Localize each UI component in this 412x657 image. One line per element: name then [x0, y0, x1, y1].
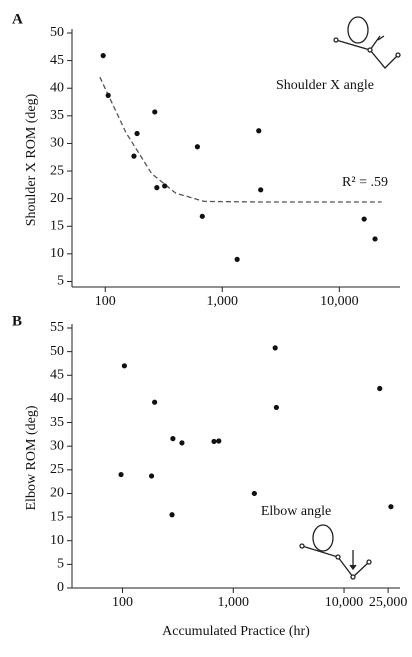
- point: [118, 471, 124, 478]
- y-tick-label: 30: [50, 438, 64, 453]
- point: [273, 404, 279, 411]
- y-tick-label: 40: [50, 391, 64, 406]
- point: [388, 504, 394, 510]
- y-tick-label: 30: [50, 136, 64, 151]
- y-tick-label: 45: [50, 367, 64, 382]
- point: [170, 436, 176, 442]
- fit-label: R² = .59: [342, 175, 388, 190]
- point: [179, 440, 185, 446]
- point: [134, 130, 140, 137]
- point: [131, 153, 137, 159]
- y-tick-label: 35: [50, 108, 64, 123]
- point: [154, 185, 160, 191]
- panel-label: B: [12, 313, 22, 329]
- point: [377, 385, 383, 392]
- elbow-icon: [299, 524, 372, 580]
- shoulder-icon: [333, 16, 401, 69]
- y-tick-label: 25: [50, 163, 64, 178]
- y-tick-label: 10: [50, 533, 64, 548]
- y-tick-label: 45: [50, 53, 64, 68]
- y-tick-label: 10: [50, 246, 64, 261]
- point: [105, 92, 111, 98]
- point: [162, 183, 168, 189]
- y-tick-label: 15: [50, 218, 64, 233]
- point: [272, 345, 278, 351]
- annotation: Elbow angle: [261, 504, 331, 519]
- y-axis-label: Elbow ROM (deg): [24, 405, 39, 510]
- point: [121, 363, 127, 369]
- point: [152, 399, 158, 405]
- fit-line: [99, 76, 382, 203]
- annotation: Shoulder X angle: [276, 78, 374, 93]
- point: [148, 473, 155, 479]
- y-tick-label: 5: [57, 557, 64, 572]
- y-tick-label: 5: [57, 274, 64, 289]
- y-tick-label: 55: [50, 320, 64, 335]
- point: [152, 109, 158, 115]
- y-tick-label: 0: [57, 580, 64, 595]
- x-tick-label: 100: [112, 595, 133, 610]
- x-tick-label: 10,000: [325, 595, 364, 610]
- panel-label: A: [12, 11, 23, 27]
- point: [361, 216, 367, 222]
- point: [258, 187, 264, 193]
- point: [251, 490, 257, 497]
- y-tick-label: 50: [50, 25, 64, 40]
- y-tick-label: 20: [50, 486, 64, 501]
- point: [234, 256, 240, 262]
- x-tick-label: 10,000: [320, 294, 359, 309]
- y-tick-label: 25: [50, 462, 64, 477]
- point: [211, 438, 217, 445]
- point: [199, 213, 205, 219]
- y-tick-label: 15: [50, 509, 64, 524]
- y-axis-label: Shoulder X ROM (deg): [24, 93, 39, 226]
- x-tick-label: 100: [95, 294, 116, 309]
- point: [194, 144, 201, 150]
- point: [169, 512, 175, 518]
- x-tick-label: 25,000: [369, 595, 408, 610]
- point: [216, 438, 222, 444]
- x-tick-label: 1,000: [207, 294, 239, 309]
- y-tick-label: 35: [50, 415, 64, 430]
- y-tick-label: 50: [50, 344, 64, 359]
- point: [372, 236, 378, 242]
- y-tick-label: 40: [50, 80, 64, 95]
- point: [100, 53, 106, 59]
- point: [256, 128, 262, 134]
- x-tick-label: 1,000: [218, 595, 250, 610]
- y-tick-label: 20: [50, 191, 64, 206]
- x-axis-label: Accumulated Practice (hr): [162, 624, 310, 639]
